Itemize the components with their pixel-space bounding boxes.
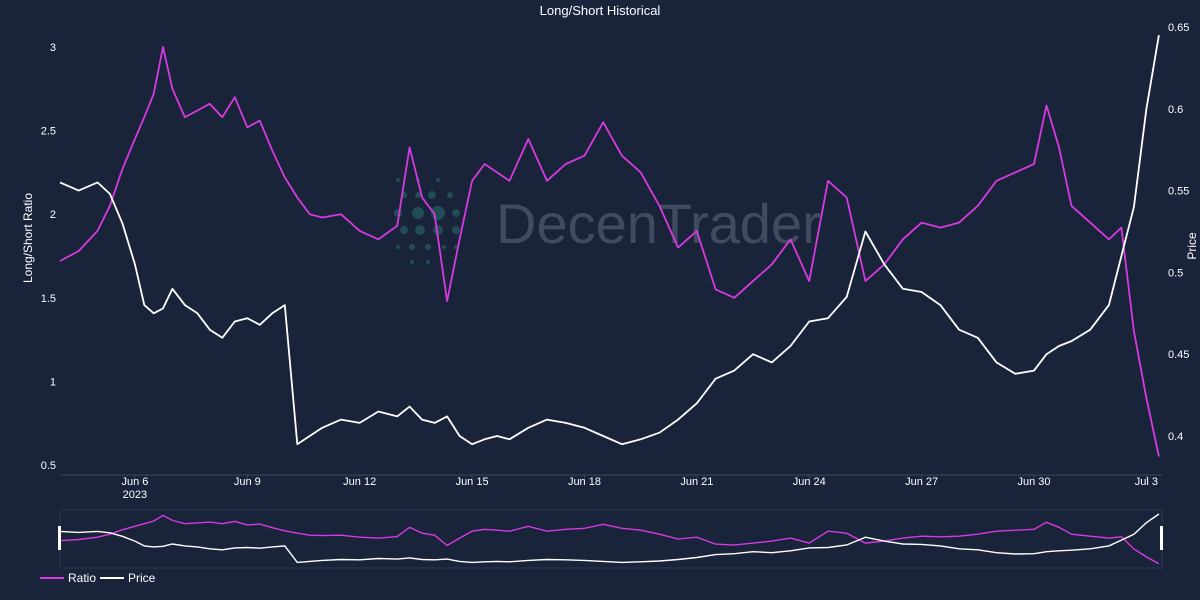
y-left-tick-label: 1 <box>50 376 56 388</box>
y-right-tick-label: 0.65 <box>1168 22 1189 34</box>
y-axis-left-title: Long/Short Ratio <box>21 193 35 283</box>
watermark-dot <box>410 260 414 264</box>
x-tick-label: Jun 12 <box>343 476 376 488</box>
watermark-dot <box>428 191 436 199</box>
y-right-tick-label: 0.4 <box>1168 431 1183 443</box>
y-axis-left-ticks: 0.5 1 1.5 2 2.5 3 <box>41 42 56 472</box>
y-left-tick-label: 3 <box>50 42 56 54</box>
series-line-price <box>59 35 1160 446</box>
x-tick-label: Jun 21 <box>680 476 713 488</box>
main-plot-series <box>59 35 1160 457</box>
x-tick-label: Jun 9 <box>234 476 261 488</box>
y-right-tick-label: 0.6 <box>1168 104 1183 116</box>
watermark-dot <box>426 260 430 264</box>
x-tick-label: Jun 30 <box>1017 476 1050 488</box>
y-axis-right-title: Price <box>1185 232 1199 260</box>
watermark-dot <box>409 244 415 250</box>
x-tick-label: Jun 15 <box>456 476 489 488</box>
watermark-text: DecenTrader <box>496 192 821 255</box>
y-right-tick-label: 0.5 <box>1168 267 1183 279</box>
y-right-tick-label: 0.55 <box>1168 186 1189 198</box>
mini-series-line-price <box>59 513 1160 564</box>
x-tick-label: Jun 24 <box>793 476 826 488</box>
watermark-dot <box>425 244 431 250</box>
range-slider[interactable] <box>58 509 1163 569</box>
chart-title: Long/Short Historical <box>540 3 661 18</box>
watermark-dot <box>447 192 453 198</box>
range-slider-left-handle[interactable] <box>58 526 61 550</box>
y-right-tick-label: 0.45 <box>1168 349 1189 361</box>
legend-item-price[interactable]: Price <box>100 571 156 585</box>
watermark-dot <box>433 225 443 235</box>
watermark-dot <box>452 226 460 234</box>
mini-series-line-ratio <box>59 514 1160 565</box>
decentrader-logo-icon <box>394 178 460 264</box>
watermark-dot <box>452 209 460 217</box>
series-line-ratio <box>59 46 1160 457</box>
legend-price-label: Price <box>128 571 156 585</box>
x-tick-label: Jun 27 <box>905 476 938 488</box>
legend-ratio-label: Ratio <box>68 571 96 585</box>
watermark-dot <box>396 245 400 249</box>
watermark-dot <box>396 178 400 182</box>
y-left-tick-label: 2.5 <box>41 126 56 138</box>
x-tick-label: Jun 18 <box>568 476 601 488</box>
y-axis-right-ticks: 0.4 0.45 0.5 0.55 0.6 0.65 <box>1168 22 1189 443</box>
y-left-tick-label: 2 <box>50 209 56 221</box>
y-left-tick-label: 1.5 <box>41 293 56 305</box>
legend-item-ratio[interactable]: Ratio <box>40 571 96 585</box>
watermark-dot <box>412 207 424 219</box>
watermark-dot <box>436 178 440 182</box>
watermark-dot <box>442 245 446 249</box>
watermark-dot <box>400 226 408 234</box>
x-tick-label: Jun 6 <box>121 476 148 488</box>
watermark-dot <box>415 192 421 198</box>
range-slider-series <box>59 513 1160 565</box>
chart-legend[interactable]: Ratio Price <box>40 571 156 585</box>
x-tick-label: Jul 3 <box>1135 476 1158 488</box>
x-tick-sublabel: 2023 <box>123 489 147 501</box>
watermark-dot <box>415 225 425 235</box>
range-slider-right-handle[interactable] <box>1160 526 1163 550</box>
range-slider-track[interactable] <box>59 509 1163 569</box>
y-left-tick-label: 0.5 <box>41 460 56 472</box>
